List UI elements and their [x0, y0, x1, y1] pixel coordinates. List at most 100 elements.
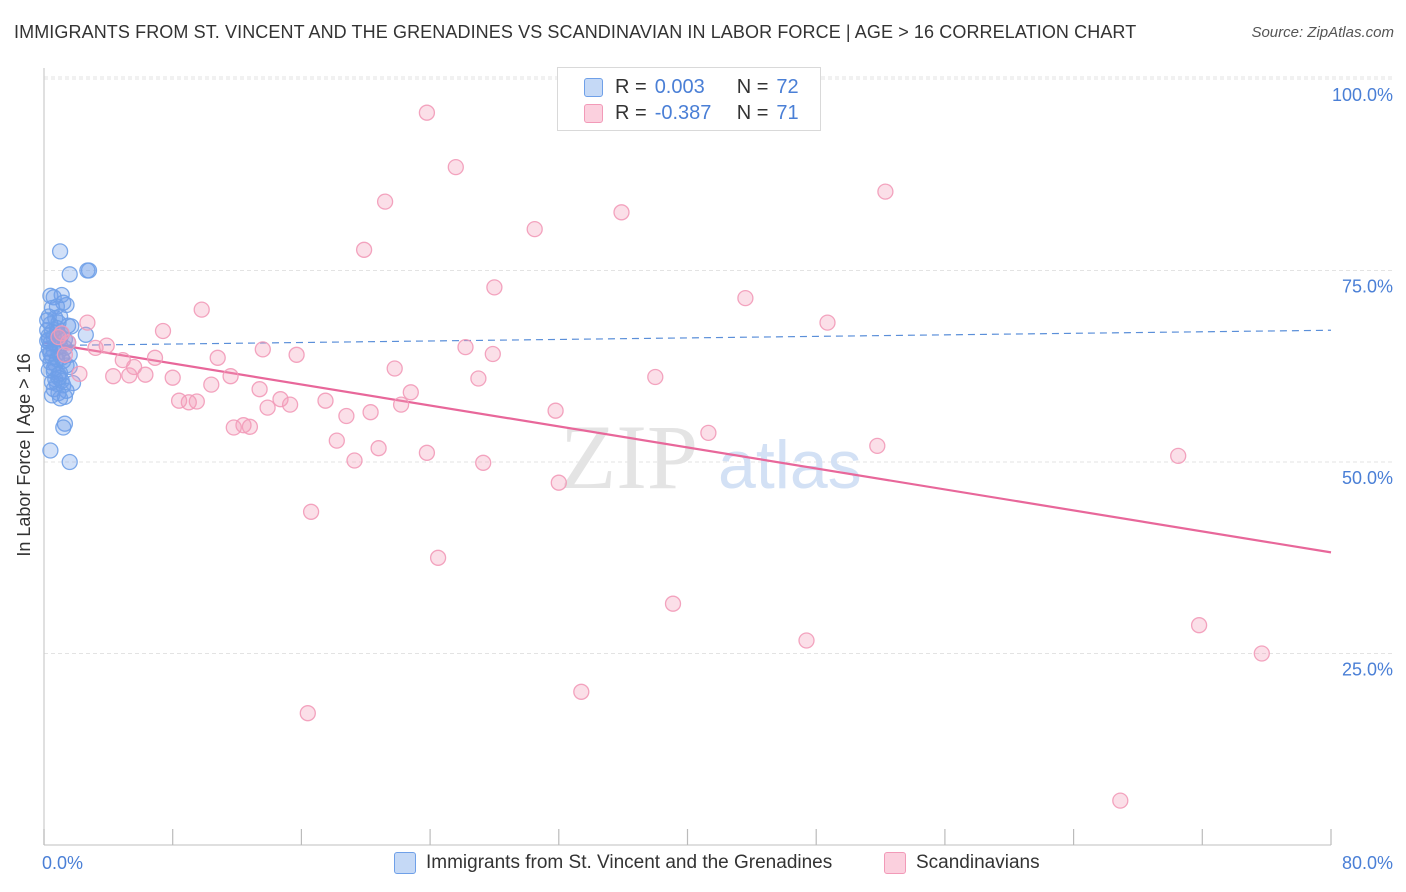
data-point-scandinavians	[87, 339, 104, 357]
grid-lines	[44, 76, 1392, 654]
data-point-scandinavians	[429, 549, 447, 566]
data-point-scandinavians	[700, 424, 717, 442]
data-point-scandinavians	[50, 328, 67, 346]
data-point-scandinavians	[869, 437, 886, 455]
bottom-legend-blue: Immigrants from St. Vincent and the Gren…	[394, 852, 832, 874]
data-point-scandinavians	[241, 418, 259, 435]
x-tick-label: 0.0%	[42, 853, 83, 873]
chart-title: IMMIGRANTS FROM ST. VINCENT AND THE GREN…	[14, 22, 1137, 42]
data-point-scandinavians	[376, 193, 394, 210]
data-point-scandinavians	[392, 396, 410, 413]
data-point-scandinavians	[470, 370, 487, 387]
data-point-scandinavians	[222, 368, 239, 385]
data-point-scandinavians	[418, 444, 436, 461]
data-point-immigrants	[50, 366, 67, 383]
data-point-immigrants	[55, 419, 72, 436]
data-point-scandinavians	[386, 360, 403, 377]
correlation-legend: R = 0.003 N = 72 R = -0.387 N = 71	[557, 67, 821, 131]
data-points	[39, 104, 1270, 809]
legend-n-value: 71	[776, 101, 799, 124]
data-point-scandinavians	[188, 393, 205, 410]
data-point-scandinavians	[288, 346, 305, 363]
data-point-scandinavians	[484, 345, 501, 363]
data-point-scandinavians	[59, 334, 77, 351]
data-point-scandinavians	[1253, 645, 1270, 662]
data-point-scandinavians	[402, 384, 419, 401]
data-point-immigrants	[77, 326, 94, 343]
data-point-scandinavians	[1190, 617, 1208, 634]
data-point-scandinavians	[819, 314, 836, 331]
data-point-scandinavians	[259, 399, 276, 416]
legend-row-pink: R = -0.387 N = 71	[558, 100, 799, 126]
data-point-scandinavians	[328, 432, 345, 449]
legend-swatch-pink	[884, 852, 906, 874]
data-point-scandinavians	[71, 365, 88, 383]
legend-swatch-blue	[394, 852, 416, 874]
legend-n-label: N =	[736, 101, 769, 124]
y-tick-label: 100.0%	[1332, 85, 1393, 105]
legend-r-value: 0.003	[654, 75, 705, 98]
legend-r-label: R =	[615, 101, 647, 124]
source-credit: Source: ZipAtlas.com	[1251, 24, 1394, 41]
legend-r-label: R =	[615, 75, 647, 98]
data-point-scandinavians	[56, 346, 74, 363]
watermark-zip: ZIP	[560, 406, 698, 508]
data-point-scandinavians	[338, 407, 355, 425]
watermark: ZIP atlas	[560, 406, 862, 508]
data-point-scandinavians	[209, 349, 226, 366]
data-point-scandinavians	[225, 419, 242, 436]
legend-n-label: N =	[736, 75, 769, 98]
data-point-scandinavians	[1112, 792, 1129, 809]
data-point-scandinavians	[457, 338, 474, 356]
legend-swatch-blue	[584, 77, 603, 97]
data-point-scandinavians	[737, 289, 754, 307]
y-tick-label: 50.0%	[1342, 468, 1393, 488]
data-point-scandinavians	[105, 368, 122, 385]
data-point-scandinavians	[254, 341, 271, 358]
data-point-scandinavians	[346, 452, 363, 469]
y-tick-label: 25.0%	[1342, 660, 1393, 680]
data-point-immigrants	[42, 442, 59, 459]
data-point-scandinavians	[79, 314, 96, 331]
data-point-scandinavians	[1170, 447, 1187, 465]
data-point-scandinavians	[125, 358, 143, 376]
data-point-scandinavians	[475, 454, 492, 471]
data-point-scandinavians	[193, 301, 210, 318]
data-point-scandinavians	[154, 322, 172, 340]
data-point-scandinavians	[573, 683, 590, 700]
data-point-scandinavians	[164, 369, 181, 386]
data-point-scandinavians	[798, 632, 815, 649]
data-point-scandinavians	[418, 104, 436, 121]
data-point-scandinavians	[362, 404, 379, 421]
trend-line-immigrants	[43, 329, 1332, 347]
data-point-scandinavians	[877, 183, 894, 200]
data-point-scandinavians	[550, 474, 567, 491]
axes	[43, 68, 1332, 846]
data-point-scandinavians	[137, 366, 154, 383]
y-tick-label: 75.0%	[1342, 277, 1393, 297]
data-point-scandinavians	[299, 705, 316, 722]
data-point-scandinavians	[203, 376, 220, 393]
data-point-scandinavians	[355, 241, 373, 258]
trend-line-scandinavians	[43, 341, 1332, 554]
legend-n-value: 72	[776, 75, 799, 98]
data-point-scandinavians	[251, 381, 268, 398]
data-point-scandinavians	[486, 279, 503, 296]
data-point-scandinavians	[146, 349, 164, 366]
data-point-scandinavians	[447, 158, 464, 176]
data-point-scandinavians	[281, 396, 299, 413]
bottom-legend-pink: Scandinavians	[884, 852, 1040, 874]
data-point-scandinavians	[547, 402, 564, 419]
data-point-scandinavians	[647, 368, 664, 386]
data-point-scandinavians	[235, 417, 252, 434]
x-tick-label: 80.0%	[1342, 853, 1393, 873]
tick-labels: 25.0% 50.0% 75.0% 100.0% 0.0% 80.0%	[42, 85, 1393, 873]
y-axis-label: In Labor Force | Age > 16	[14, 353, 34, 557]
legend-r-value: -0.387	[654, 101, 712, 124]
data-point-immigrants	[79, 262, 96, 279]
data-point-scandinavians	[317, 392, 334, 409]
data-point-scandinavians	[272, 391, 289, 408]
legend-swatch-pink	[584, 103, 603, 123]
trend-lines	[43, 329, 1332, 554]
